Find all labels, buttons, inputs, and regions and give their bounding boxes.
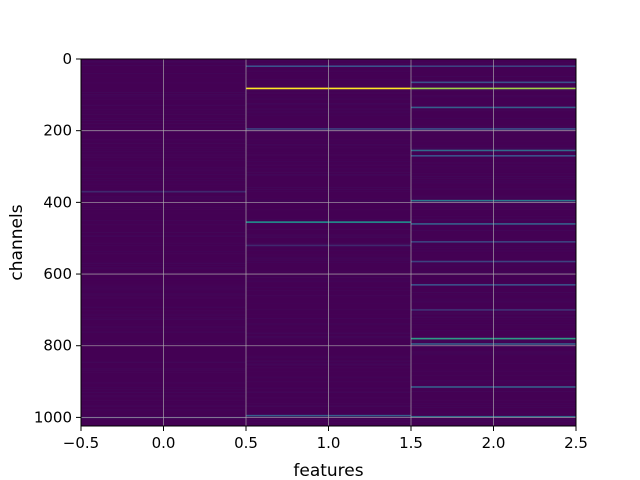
y-tick-label: 200 <box>43 122 72 140</box>
y-tick-label: 600 <box>43 265 72 283</box>
x-axis: −0.5 0.0 0.5 1.0 1.5 2.0 2.5 <box>63 426 588 452</box>
x-tick-label: 1.5 <box>399 434 423 452</box>
x-tick-label: 1.0 <box>317 434 341 452</box>
y-tick-label: 400 <box>43 193 72 211</box>
y-tick-label: 1000 <box>34 408 72 426</box>
x-tick-label: −0.5 <box>63 434 99 452</box>
y-axis: 0 200 400 600 800 1000 <box>34 50 81 426</box>
y-axis-label: channels <box>7 204 27 280</box>
x-tick-label: 0.5 <box>234 434 258 452</box>
y-tick-label: 0 <box>62 50 72 68</box>
x-tick-label: 0.0 <box>152 434 176 452</box>
x-axis-label: features <box>293 461 363 480</box>
x-tick-label: 2.5 <box>564 434 588 452</box>
x-tick-label: 2.0 <box>482 434 506 452</box>
y-tick-label: 800 <box>43 337 72 355</box>
